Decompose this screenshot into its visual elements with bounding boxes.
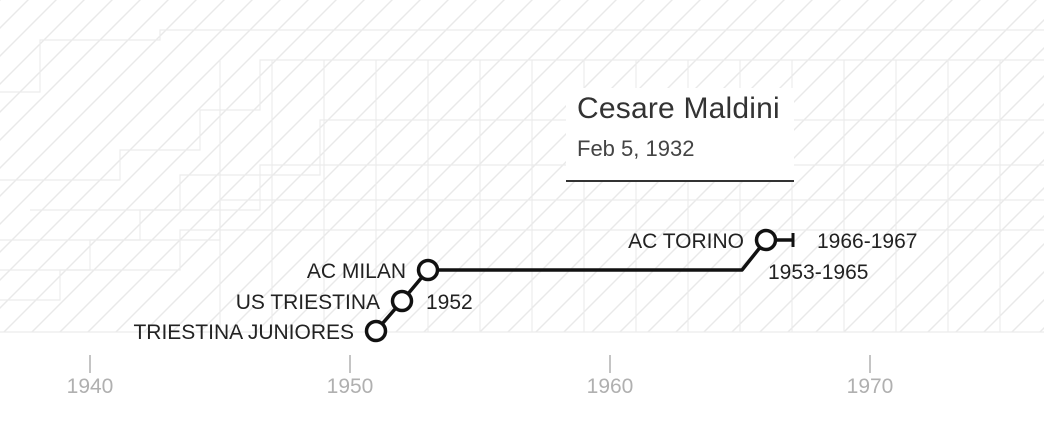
club-label: TRIESTINA JUNIORES	[133, 321, 354, 344]
career-labels: TRIESTINA JUNIORES US TRIESTINA AC MILAN AC…	[133, 230, 917, 344]
x-axis: 1940 1950 1960 1970	[67, 355, 894, 398]
career-node	[364, 319, 388, 343]
background-grid-line	[0, 29, 1044, 93]
years-label: 1966-1967	[817, 230, 917, 253]
background-pattern	[0, 0, 1044, 333]
club-label: US TRIESTINA	[236, 291, 380, 314]
player-birth-date: Feb 5, 1932	[577, 136, 695, 161]
career-node	[754, 228, 778, 252]
years-label: 1953-1965	[768, 261, 868, 284]
career-nodes	[364, 228, 778, 343]
background-grid-line	[0, 59, 1044, 181]
x-tick-label: 1940	[67, 375, 114, 398]
career-node	[416, 258, 440, 282]
career-node	[390, 289, 414, 313]
player-name: Cesare Maldini	[577, 92, 780, 125]
x-tick-label: 1960	[587, 375, 634, 398]
player-title-card: Cesare Maldini Feb 5, 1932	[566, 88, 794, 182]
years-label: 1952	[426, 291, 473, 314]
x-tick-label: 1970	[847, 375, 894, 398]
x-tick-label: 1950	[327, 375, 374, 398]
club-label: AC MILAN	[307, 260, 406, 283]
club-label: AC TORINO	[628, 230, 744, 253]
